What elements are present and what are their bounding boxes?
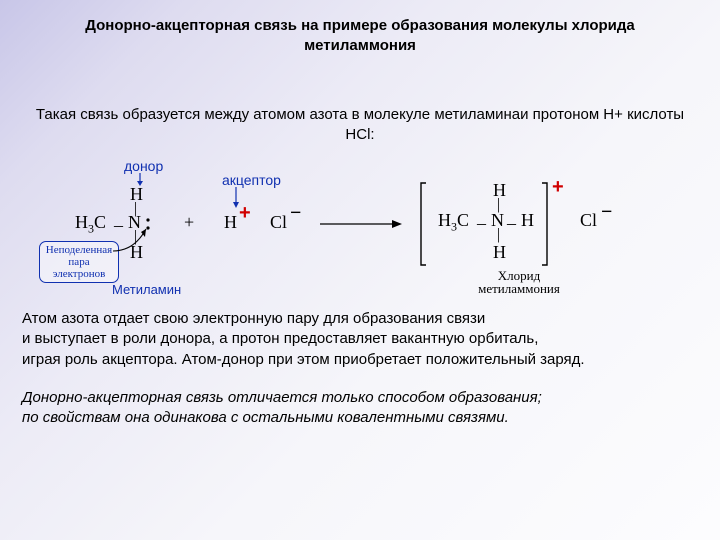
atom-h3c-left: H3C bbox=[75, 213, 106, 235]
acceptor-label: акцептор bbox=[222, 173, 281, 187]
page-title: Донорно-акцепторная связь на примере обр… bbox=[0, 0, 720, 57]
atom-cl-right: Cl bbox=[580, 211, 597, 229]
reaction-scheme: донор H | H3C – N | H Неподеленная пара … bbox=[0, 151, 720, 301]
donor-label: донор bbox=[124, 159, 163, 173]
reaction-arrow-icon bbox=[318, 217, 404, 231]
product-label: Хлорид метиламмония bbox=[474, 269, 564, 295]
minus-charge-right: − bbox=[601, 202, 612, 222]
left-bracket-icon bbox=[418, 181, 428, 267]
atom-h-proton: H bbox=[224, 213, 237, 231]
atom-h-bottom-right: H bbox=[493, 243, 506, 261]
paragraph-1: Атом азота отдает свою электронную пару … bbox=[0, 309, 720, 370]
atom-h3c-right: H3C bbox=[438, 211, 469, 233]
atom-cl-left: Cl bbox=[270, 213, 287, 231]
intro-text: Такая связь образуется между атомом азот… bbox=[0, 57, 720, 146]
plus-charge-product: + bbox=[552, 177, 564, 197]
minus-charge-left: − bbox=[290, 203, 301, 223]
methylamine-label: Метиламин bbox=[112, 283, 181, 296]
callout-pointer-icon bbox=[110, 225, 156, 257]
atom-h-right: H bbox=[521, 211, 534, 229]
paragraph-2: Донорно-акцепторная связь отличается тол… bbox=[0, 388, 720, 429]
plus-charge-proton: + bbox=[239, 203, 251, 223]
lone-pair-callout: Неподеленная пара электронов bbox=[39, 241, 119, 283]
right-bracket-icon bbox=[540, 181, 550, 267]
plus-text: + bbox=[184, 213, 194, 231]
